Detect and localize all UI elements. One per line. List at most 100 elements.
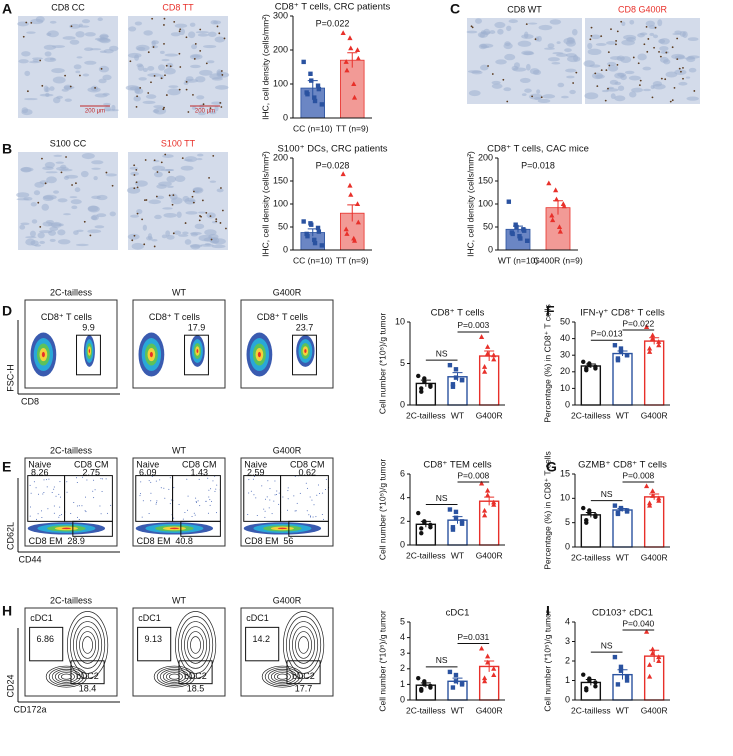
y-tick-label: 0: [400, 539, 405, 549]
event-dot: [61, 514, 63, 516]
tissue-texture: [45, 219, 54, 224]
data-point: [319, 243, 325, 248]
event-dot: [58, 493, 60, 495]
x-tick-label: G400R: [476, 410, 503, 420]
flow-plot-title: WT: [172, 287, 186, 297]
event-dot: [194, 514, 196, 516]
data-point: [447, 507, 453, 512]
event-dot: [92, 490, 94, 492]
tissue-texture: [491, 83, 503, 89]
event-dot: [184, 512, 186, 514]
stained-cell: [531, 95, 534, 98]
tissue-texture: [154, 214, 162, 220]
tissue-texture: [159, 50, 165, 55]
tissue-texture: [584, 92, 599, 100]
contour-line: [178, 616, 214, 674]
stained-cell: [212, 154, 215, 157]
tissue-texture: [130, 214, 140, 218]
tissue-texture: [620, 56, 632, 64]
tissue-texture: [629, 91, 637, 98]
data-point: [650, 650, 656, 656]
y-tick-label: 50: [483, 221, 493, 231]
data-point: [643, 628, 650, 634]
tissue-texture: [44, 51, 52, 57]
data-point: [316, 86, 322, 92]
tissue-texture: [209, 110, 217, 115]
tissue-texture: [152, 165, 166, 171]
tissue-texture: [91, 195, 101, 199]
y-tick-label: 5: [400, 358, 405, 368]
panel-letter: B: [2, 141, 12, 157]
gate-value: 28.9: [67, 536, 85, 546]
tissue-texture: [649, 32, 655, 36]
data-point: [419, 530, 424, 536]
y-tick-label: 1: [400, 679, 405, 689]
data-point: [348, 192, 354, 197]
stained-cell: [525, 23, 528, 26]
tissue-texture: [203, 44, 217, 49]
event-dot: [43, 491, 45, 493]
tissue-texture: [674, 55, 686, 60]
data-point: [647, 349, 653, 354]
tissue-texture: [631, 87, 643, 93]
tissue-texture: [628, 75, 641, 81]
stained-cell: [75, 182, 77, 185]
tissue-texture: [17, 21, 29, 27]
event-dot: [42, 493, 44, 495]
event-dot: [313, 504, 315, 506]
event-dot: [100, 513, 102, 515]
comparison-label: NS: [601, 640, 613, 650]
tissue-texture: [48, 222, 61, 227]
tissue-texture: [198, 211, 207, 214]
event-dot: [322, 492, 324, 494]
tissue-texture: [506, 25, 512, 32]
tissue-texture: [56, 95, 63, 99]
tissue-texture: [184, 156, 198, 163]
event-dot: [208, 489, 210, 491]
tissue-texture: [87, 205, 100, 213]
stained-cell: [144, 159, 147, 161]
tissue-texture: [184, 239, 192, 245]
tissue-texture: [81, 19, 91, 24]
event-dot: [29, 506, 31, 508]
stained-cell: [205, 62, 208, 65]
stained-cell: [658, 50, 660, 53]
tissue-texture: [663, 59, 671, 65]
event-dot: [142, 500, 144, 502]
tissue-texture: [182, 231, 189, 235]
y-tick-label: 50: [560, 316, 570, 326]
tissue-texture: [215, 85, 229, 90]
tissue-texture: [678, 81, 688, 86]
x-tick-label: WT: [616, 410, 629, 420]
data-point: [355, 219, 361, 225]
event-dot: [252, 478, 254, 480]
gate-value: 17.7: [295, 683, 313, 693]
density-cloud: [277, 527, 288, 530]
contour-line: [153, 665, 195, 688]
tissue-texture: [56, 166, 69, 171]
event-dot: [139, 493, 141, 495]
tissue-texture: [621, 39, 635, 46]
stained-cell: [575, 71, 578, 74]
event-dot: [55, 495, 57, 497]
event-dot: [274, 480, 276, 482]
tissue-texture: [21, 107, 29, 114]
data-point: [347, 35, 353, 41]
tissue-texture: [53, 154, 63, 157]
event-dot: [53, 512, 55, 514]
data-point: [556, 224, 563, 229]
tissue-texture: [200, 243, 214, 247]
tissue-texture: [57, 198, 68, 203]
tissue-texture: [534, 97, 542, 100]
tissue-texture: [84, 60, 97, 65]
tissue-texture: [127, 233, 140, 240]
data-point: [647, 502, 653, 508]
data-point: [422, 679, 427, 684]
tissue-texture: [583, 60, 595, 67]
event-dot: [173, 517, 175, 519]
chart-title: GZMB⁺ CD8⁺ T cells: [578, 460, 667, 471]
gate-value: 23.7: [296, 323, 314, 333]
tissue-texture: [639, 32, 648, 36]
tissue-texture: [94, 93, 108, 98]
